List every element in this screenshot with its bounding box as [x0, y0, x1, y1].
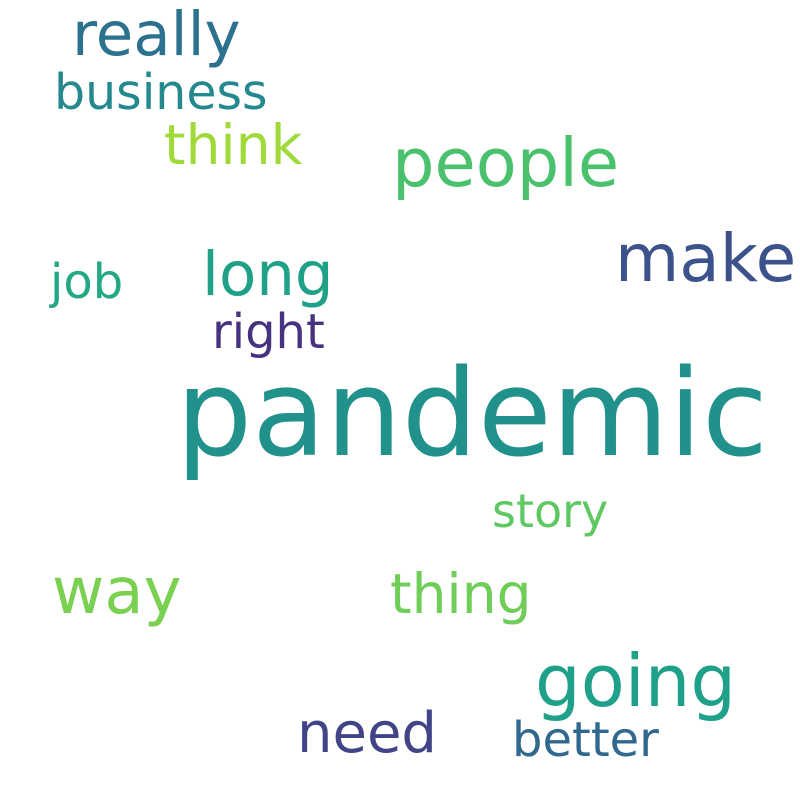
word-right: right — [212, 304, 325, 360]
word-better: better — [512, 712, 659, 768]
word-way: way — [52, 555, 182, 629]
word-job: job — [50, 254, 124, 310]
word-think: think — [164, 113, 303, 177]
word-thing: thing — [390, 562, 532, 626]
word-make: make — [615, 220, 797, 297]
word-people: people — [392, 124, 620, 202]
word-long: long — [202, 239, 334, 310]
word-really: really — [72, 0, 241, 70]
word-pandemic: pandemic — [176, 345, 768, 484]
word-story: story — [492, 484, 609, 538]
word-business: business — [54, 64, 268, 121]
word-need: need — [297, 701, 437, 766]
word-going: going — [535, 639, 737, 723]
